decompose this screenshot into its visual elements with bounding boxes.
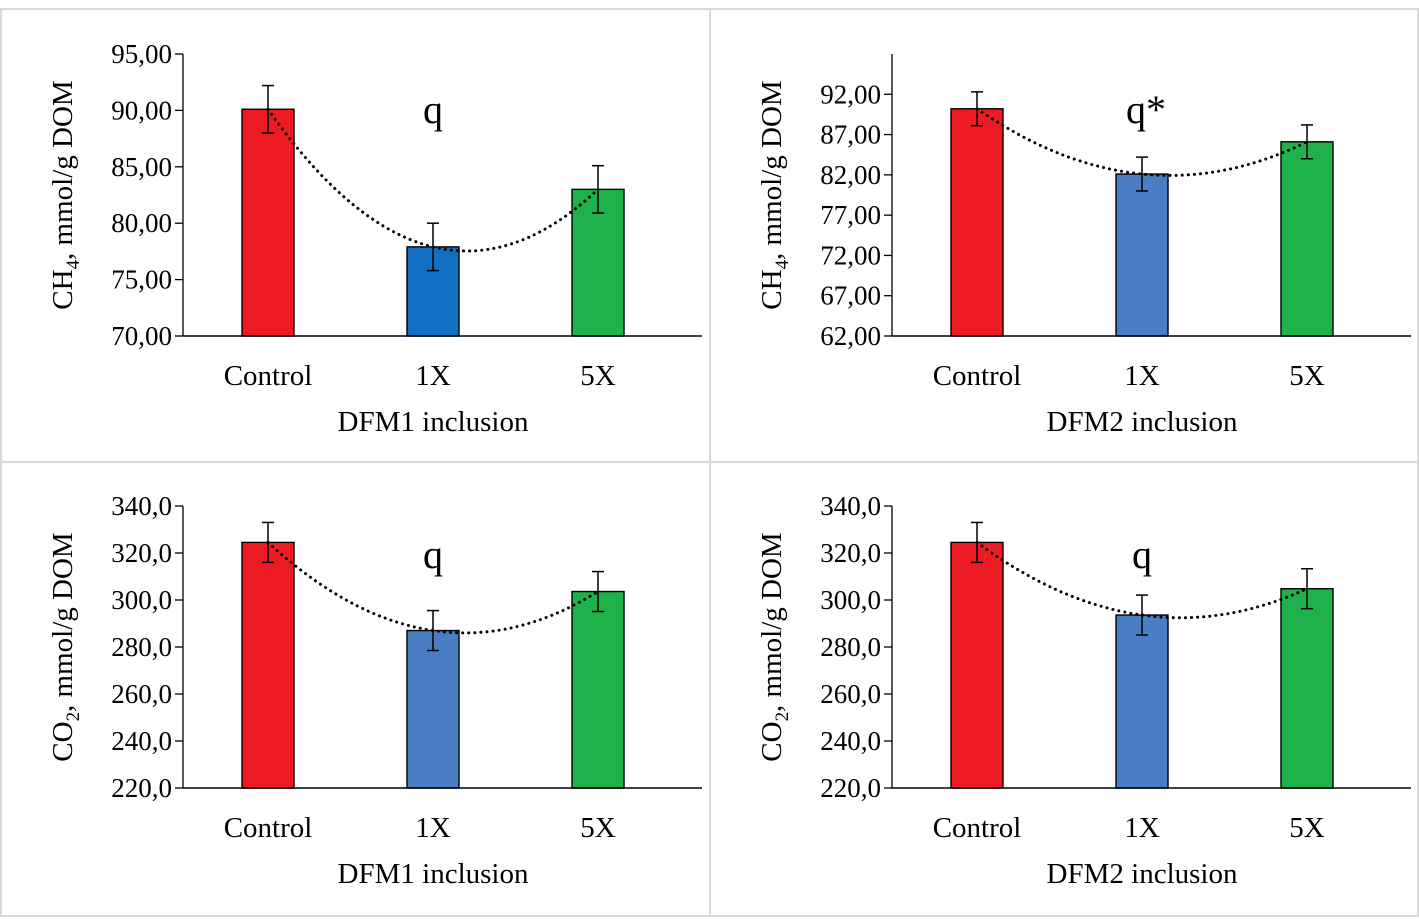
- x-category-label: 1X: [415, 360, 451, 392]
- x-category-label: 1X: [1124, 812, 1160, 844]
- bar-5x: [1280, 588, 1334, 789]
- y-tick-label: 280,0: [111, 632, 172, 662]
- y-tick-label: 220,0: [820, 773, 881, 803]
- significance-annotation: q: [423, 532, 443, 577]
- y-tick-label: 92,00: [820, 79, 881, 109]
- chart-co2-dfm2: 220,0 240,0 260,0 280,0 300,0 320,0 340,0 Contr…: [756, 491, 1411, 890]
- x-category-label: Control: [933, 812, 1022, 844]
- x-category-label: 5X: [1289, 812, 1325, 844]
- bar-5x: [1280, 141, 1334, 337]
- x-axis-title: DFM2 inclusion: [1047, 406, 1238, 438]
- y-tick-label: 90,00: [111, 95, 172, 125]
- bar-5x: [571, 188, 625, 337]
- significance-annotation: q: [1132, 532, 1152, 577]
- y-tick-label: 220,0: [111, 773, 172, 803]
- bar-control: [241, 108, 295, 337]
- y-axis-title: CO2, mmol/g DOM: [756, 532, 793, 761]
- chart-panel-ch4-dfm2: 62,00 67,00 72,00 77,00 82,00 87,00 92,00 Contr…: [709, 8, 1419, 463]
- x-axis-title: DFM1 inclusion: [338, 406, 529, 438]
- y-tick-label: 300,0: [820, 585, 881, 615]
- bar-1x: [1115, 614, 1169, 789]
- bar-control: [950, 541, 1004, 789]
- y-tick-label: 340,0: [111, 491, 172, 521]
- y-axis-title: CH4, mmol/g DOM: [47, 80, 84, 309]
- bar-control: [241, 541, 295, 789]
- x-category-label: 5X: [580, 812, 616, 844]
- significance-annotation: q: [423, 87, 443, 132]
- y-tick-label: 85,00: [111, 152, 172, 182]
- x-category-label: 5X: [580, 360, 616, 392]
- x-category-label: Control: [224, 360, 313, 392]
- chart-panel-co2-dfm2: 220,0 240,0 260,0 280,0 300,0 320,0 340,0 Contr…: [709, 461, 1419, 917]
- y-tick-label: 67,00: [820, 281, 881, 311]
- y-axis-title: CH4, mmol/g DOM: [756, 80, 793, 309]
- chart-panel-co2-dfm1: 220,0 240,0 260,0 280,0 300,0 320,0 340,0 Contr…: [0, 461, 711, 917]
- y-tick-label: 340,0: [820, 491, 881, 521]
- y-tick-label: 280,0: [820, 632, 881, 662]
- x-category-label: 1X: [1124, 360, 1160, 392]
- y-tick-label: 75,00: [111, 265, 172, 295]
- chart-ch4-dfm1: 70,00 75,00 80,00 85,00 90,00 95,00 Control 1X 5…: [47, 39, 702, 438]
- x-axis-title: DFM1 inclusion: [338, 858, 529, 890]
- y-tick-label: 80,00: [111, 208, 172, 238]
- y-tick-label: 240,0: [111, 726, 172, 756]
- y-axis-title: CO2, mmol/g DOM: [47, 532, 84, 761]
- x-category-label: 5X: [1289, 360, 1325, 392]
- chart-ch4-dfm2: 62,00 67,00 72,00 77,00 82,00 87,00 92,00 Contr…: [756, 54, 1411, 438]
- y-tick-label: 62,00: [820, 321, 881, 351]
- x-category-label: 1X: [415, 812, 451, 844]
- y-tick-label: 77,00: [820, 200, 881, 230]
- y-tick-label: 95,00: [111, 39, 172, 69]
- bar-control: [950, 108, 1004, 337]
- chart-co2-dfm1: 220,0 240,0 260,0 280,0 300,0 320,0 340,0 Contr…: [47, 491, 702, 890]
- y-tick-label: 260,0: [820, 679, 881, 709]
- bar-1x: [1115, 173, 1169, 337]
- bar-5x: [571, 590, 625, 789]
- significance-annotation: q*: [1126, 87, 1166, 132]
- y-tick-label: 240,0: [820, 726, 881, 756]
- x-axis-title: DFM2 inclusion: [1047, 858, 1238, 890]
- chart-panel-ch4-dfm1: 70,00 75,00 80,00 85,00 90,00 95,00 Control 1X 5…: [0, 8, 711, 463]
- bar-1x: [406, 629, 460, 789]
- y-tick-label: 320,0: [111, 538, 172, 568]
- y-tick-label: 300,0: [111, 585, 172, 615]
- y-tick-label: 82,00: [820, 160, 881, 190]
- y-tick-label: 87,00: [820, 120, 881, 150]
- y-tick-label: 320,0: [820, 538, 881, 568]
- y-tick-label: 72,00: [820, 240, 881, 270]
- y-tick-label: 260,0: [111, 679, 172, 709]
- x-category-label: Control: [933, 360, 1022, 392]
- y-tick-label: 70,00: [111, 321, 172, 351]
- x-category-label: Control: [224, 812, 313, 844]
